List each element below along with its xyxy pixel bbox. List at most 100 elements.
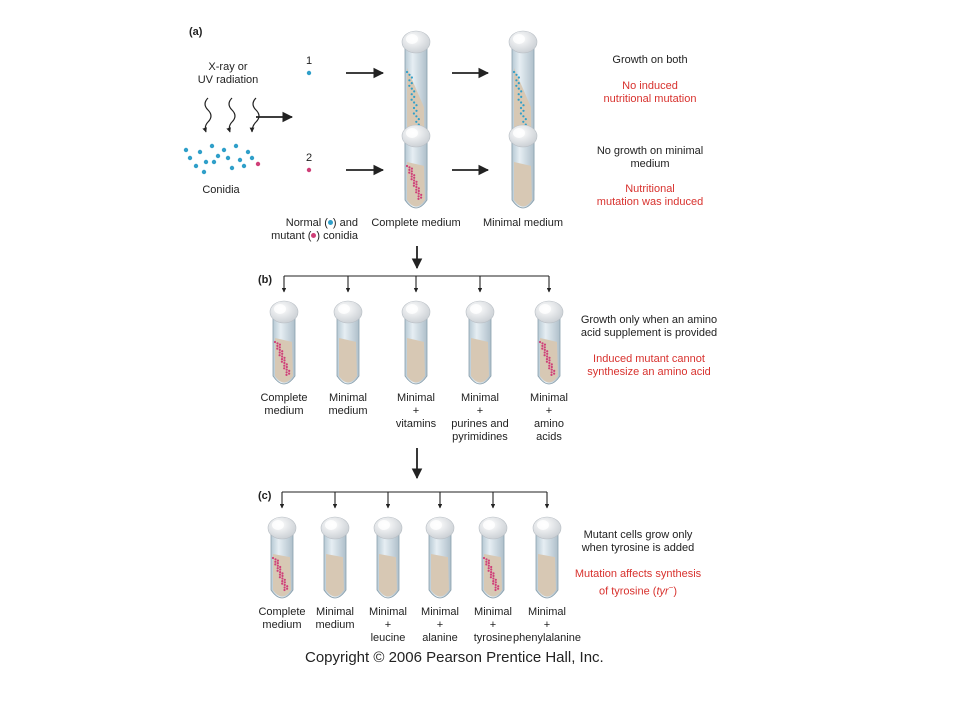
result-c-red-line-1: Mutation affects synthesis xyxy=(574,568,702,580)
agar-slant xyxy=(514,162,532,207)
caption-line: Minimal xyxy=(461,392,499,404)
caption-line: alanine xyxy=(422,632,458,644)
growth-dot xyxy=(417,187,420,190)
growth-dot xyxy=(415,185,418,189)
growth-dot xyxy=(405,70,409,74)
growth-dot xyxy=(410,170,413,173)
growth-dot xyxy=(545,360,549,363)
cotton-highlight xyxy=(406,128,418,138)
mutant-dot-icon xyxy=(311,233,317,238)
growth-dot xyxy=(408,84,411,87)
normal-conidium xyxy=(233,143,239,149)
growth-dot xyxy=(487,567,490,570)
caption-line: amino xyxy=(534,418,564,430)
growth-dot xyxy=(408,171,411,174)
growth-dot xyxy=(546,350,549,353)
growth-dot xyxy=(285,365,288,369)
growth-dot xyxy=(415,115,418,118)
growth-dot xyxy=(410,178,413,181)
normal-conidium xyxy=(197,149,203,155)
normal-conidium xyxy=(237,157,243,163)
result-b-red: Induced mutant cannot synthesize an amin… xyxy=(587,353,711,379)
tube-a2-minimal xyxy=(508,124,538,209)
normal-mutant-legend: Normal () and mutant () conidia xyxy=(266,217,358,243)
panel-a-arrows xyxy=(256,67,490,480)
result-c: Mutant cells grow only when tyrosine is … xyxy=(582,529,695,555)
growth-dot xyxy=(492,572,495,575)
caption-line: Complete xyxy=(258,606,306,618)
growth-dot xyxy=(413,90,416,93)
tube-c-caption-5: Minimal + tyrosine xyxy=(474,606,513,645)
cotton-highlight xyxy=(272,520,284,530)
normal-conidium xyxy=(249,155,255,161)
growth-dot xyxy=(413,179,416,182)
growth-dot xyxy=(417,192,420,195)
growth-dot xyxy=(415,183,418,186)
growth-dot xyxy=(412,112,415,115)
result-b-line-2: acid supplement is provided xyxy=(580,327,718,339)
growth-dot xyxy=(548,367,551,370)
growth-dot xyxy=(281,580,284,583)
growth-dot xyxy=(485,558,488,561)
tube-b-caption-4: Minimal + purines and pyrimidines xyxy=(451,392,509,444)
growth-dot xyxy=(487,562,490,565)
result-1-red-line-1: No induced xyxy=(622,80,678,92)
normal-conidium xyxy=(209,143,215,149)
radiation-line-2: UV radiation xyxy=(197,74,259,86)
growth-dot xyxy=(517,87,520,90)
growth-dot xyxy=(420,196,423,199)
normal-conidium xyxy=(221,147,227,153)
growth-dot xyxy=(420,193,423,196)
growth-dot xyxy=(543,346,546,349)
normal-conidium xyxy=(187,155,193,161)
growth-dot xyxy=(492,577,495,580)
growth-dot xyxy=(522,104,525,107)
growth-dot xyxy=(408,166,411,169)
growth-dot xyxy=(515,73,518,76)
growth-dot xyxy=(546,355,549,358)
growth-dot xyxy=(522,109,525,112)
caption-line: Minimal xyxy=(474,606,512,618)
tube-b-3 xyxy=(401,300,431,385)
growth-dot xyxy=(288,372,291,375)
legend-mutant-open: mutant ( xyxy=(271,230,312,242)
conidia-dots xyxy=(183,70,312,175)
panel-b-label: (b) xyxy=(258,274,273,286)
radiation-line-1: X-ray or xyxy=(208,61,248,73)
growth-dot xyxy=(545,358,549,361)
growth-dot xyxy=(279,565,282,569)
growth-dot xyxy=(543,351,546,354)
cotton-highlight xyxy=(513,34,525,44)
tyr-superscript: − xyxy=(668,583,674,592)
normal-conidium xyxy=(229,165,235,171)
caption-line: + xyxy=(384,619,392,631)
growth-dot xyxy=(285,363,288,366)
growth-dot xyxy=(417,118,420,121)
tube-b-caption-5: Minimal + amino acids xyxy=(530,392,568,444)
growth-dot xyxy=(273,340,277,344)
growth-dot xyxy=(276,347,279,350)
caption-line: acids xyxy=(536,431,562,443)
growth-dot xyxy=(553,372,556,375)
caption-line: purines and xyxy=(451,418,509,430)
cotton-highlight xyxy=(406,304,418,314)
growth-dot xyxy=(494,583,497,587)
growth-dot xyxy=(413,101,416,104)
result-c-red: Mutation affects synthesis of tyrosine (… xyxy=(575,568,701,599)
growth-dot xyxy=(410,167,413,170)
growth-dot xyxy=(413,174,416,177)
growth-dot xyxy=(550,363,553,366)
caption-line: phenylalanine xyxy=(513,632,581,644)
growth-dot xyxy=(522,120,525,123)
growth-dot xyxy=(519,112,523,115)
result-b-red-line-2: synthesize an amino acid xyxy=(587,366,711,378)
growth-dot xyxy=(494,578,497,581)
caption-line: + xyxy=(412,405,420,417)
tube-c-3 xyxy=(373,516,403,599)
growth-dot xyxy=(417,197,420,200)
strain-1-dot xyxy=(306,70,312,76)
growth-dot xyxy=(487,569,490,572)
growth-dot xyxy=(417,189,420,193)
result-b-line-1: Growth only when an amino xyxy=(580,314,718,326)
growth-dot xyxy=(283,586,286,589)
